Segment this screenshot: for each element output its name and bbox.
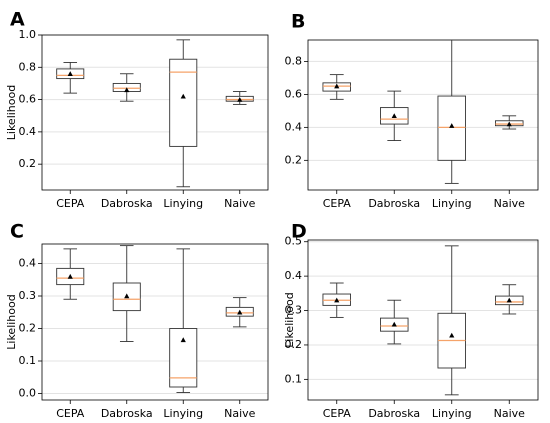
box-cepa <box>322 74 352 100</box>
panel-b: B 0.2 0.4 0.6 0.8 CEPA Dabroska Linying Naive <box>285 11 539 210</box>
mean-marker <box>180 337 186 343</box>
panel-label: B <box>291 11 305 33</box>
box-linying <box>437 245 467 396</box>
y-tick-label: 0.4 <box>285 120 303 133</box>
y-tick-label: 0.0 <box>19 387 37 400</box>
y-tick-label: 0.2 <box>19 157 37 170</box>
y-tick-label: 1.0 <box>19 28 37 41</box>
y-tick-label: 0.8 <box>19 60 37 73</box>
mean-marker <box>506 121 512 127</box>
y-axis-label: Likelihood <box>5 294 18 349</box>
mean-marker <box>449 332 455 338</box>
box-dabroska <box>112 245 141 342</box>
mean-marker <box>506 297 512 303</box>
x-tick-label: Linying <box>163 197 203 210</box>
box-linying <box>169 39 198 188</box>
panel-label: A <box>10 9 25 31</box>
axes-frame <box>41 34 269 191</box>
x-tick-label: Dabroska <box>368 407 420 420</box>
box-linying <box>437 39 467 184</box>
x-tick-label: Naive <box>494 197 526 210</box>
y-axis-label: Likelihood <box>5 85 18 140</box>
mean-marker <box>334 297 340 303</box>
box-naive <box>495 115 524 130</box>
y-tick-label: 0.6 <box>285 87 303 100</box>
x-tick-label: Naive <box>224 197 256 210</box>
y-tick-label: 0.2 <box>285 338 303 351</box>
y-tick-label: 0.1 <box>285 372 303 385</box>
x-tick-label: Linying <box>163 407 203 420</box>
y-tick-label: 0.4 <box>19 125 37 138</box>
x-tick-label: Dabroska <box>101 197 153 210</box>
y-tick-label: 0.8 <box>285 54 303 67</box>
y-tick-label: 0.6 <box>19 93 37 106</box>
mean-marker <box>334 83 340 89</box>
axes-frame <box>307 39 539 191</box>
panel-d: D 0.1 0.2 0.3 0.4 0.5 Likelihood CEPA Dabroska Li… <box>283 221 539 420</box>
axes-frame <box>41 243 269 401</box>
box-dabroska <box>112 73 141 102</box>
x-tick-label: Naive <box>494 407 526 420</box>
mean-marker <box>391 113 397 119</box>
x-tick-label: Dabroska <box>101 407 153 420</box>
mean-marker <box>124 293 130 299</box>
mean-marker <box>449 123 455 128</box>
mean-marker <box>237 309 243 315</box>
panel-label: D <box>291 221 307 243</box>
box-iqr <box>437 95 467 161</box>
box-dabroska <box>380 90 409 141</box>
x-tick-label: CEPA <box>56 407 85 420</box>
box-linying <box>169 248 198 393</box>
box-cepa <box>56 248 85 300</box>
y-tick-label: 0.3 <box>285 304 303 317</box>
panel-label: C <box>10 221 24 243</box>
box-naive <box>495 284 524 315</box>
x-tick-label: CEPA <box>323 407 352 420</box>
box-iqr <box>169 58 198 147</box>
mean-marker <box>237 96 243 102</box>
x-tick-label: Naive <box>224 407 256 420</box>
box-naive <box>225 91 254 105</box>
y-tick-label: 0.2 <box>19 322 37 335</box>
mean-marker <box>391 321 397 327</box>
x-tick-label: Linying <box>432 197 472 210</box>
x-tick-label: Linying <box>432 407 472 420</box>
x-tick-label: Dabroska <box>368 197 420 210</box>
mean-marker <box>67 273 73 279</box>
y-tick-label: 0.2 <box>285 153 303 166</box>
y-tick-label: 0.5 <box>285 235 303 248</box>
panel-c: C 0.0 0.1 0.2 0.3 0.4 Likelihood CEPA Dabroska Li… <box>5 221 269 420</box>
box-cepa <box>56 61 85 94</box>
box-dabroska <box>380 299 409 345</box>
panel-a: A 0.2 0.4 0.6 0.8 1.0 Likelihood CEPA Dabroska Li… <box>5 9 269 210</box>
y-tick-label: 0.1 <box>19 354 37 367</box>
mean-marker <box>67 71 73 76</box>
mean-marker <box>180 93 186 99</box>
axes-frame <box>307 239 539 401</box>
box-naive <box>225 297 254 328</box>
x-tick-label: CEPA <box>56 197 85 210</box>
mean-marker <box>124 87 130 93</box>
y-axis-label: Likelihood <box>283 292 296 347</box>
x-tick-label: CEPA <box>323 197 352 210</box>
y-tick-label: 0.3 <box>19 289 37 302</box>
box-cepa <box>322 282 352 318</box>
y-tick-label: 0.4 <box>19 257 37 270</box>
y-tick-label: 0.4 <box>285 269 303 282</box>
